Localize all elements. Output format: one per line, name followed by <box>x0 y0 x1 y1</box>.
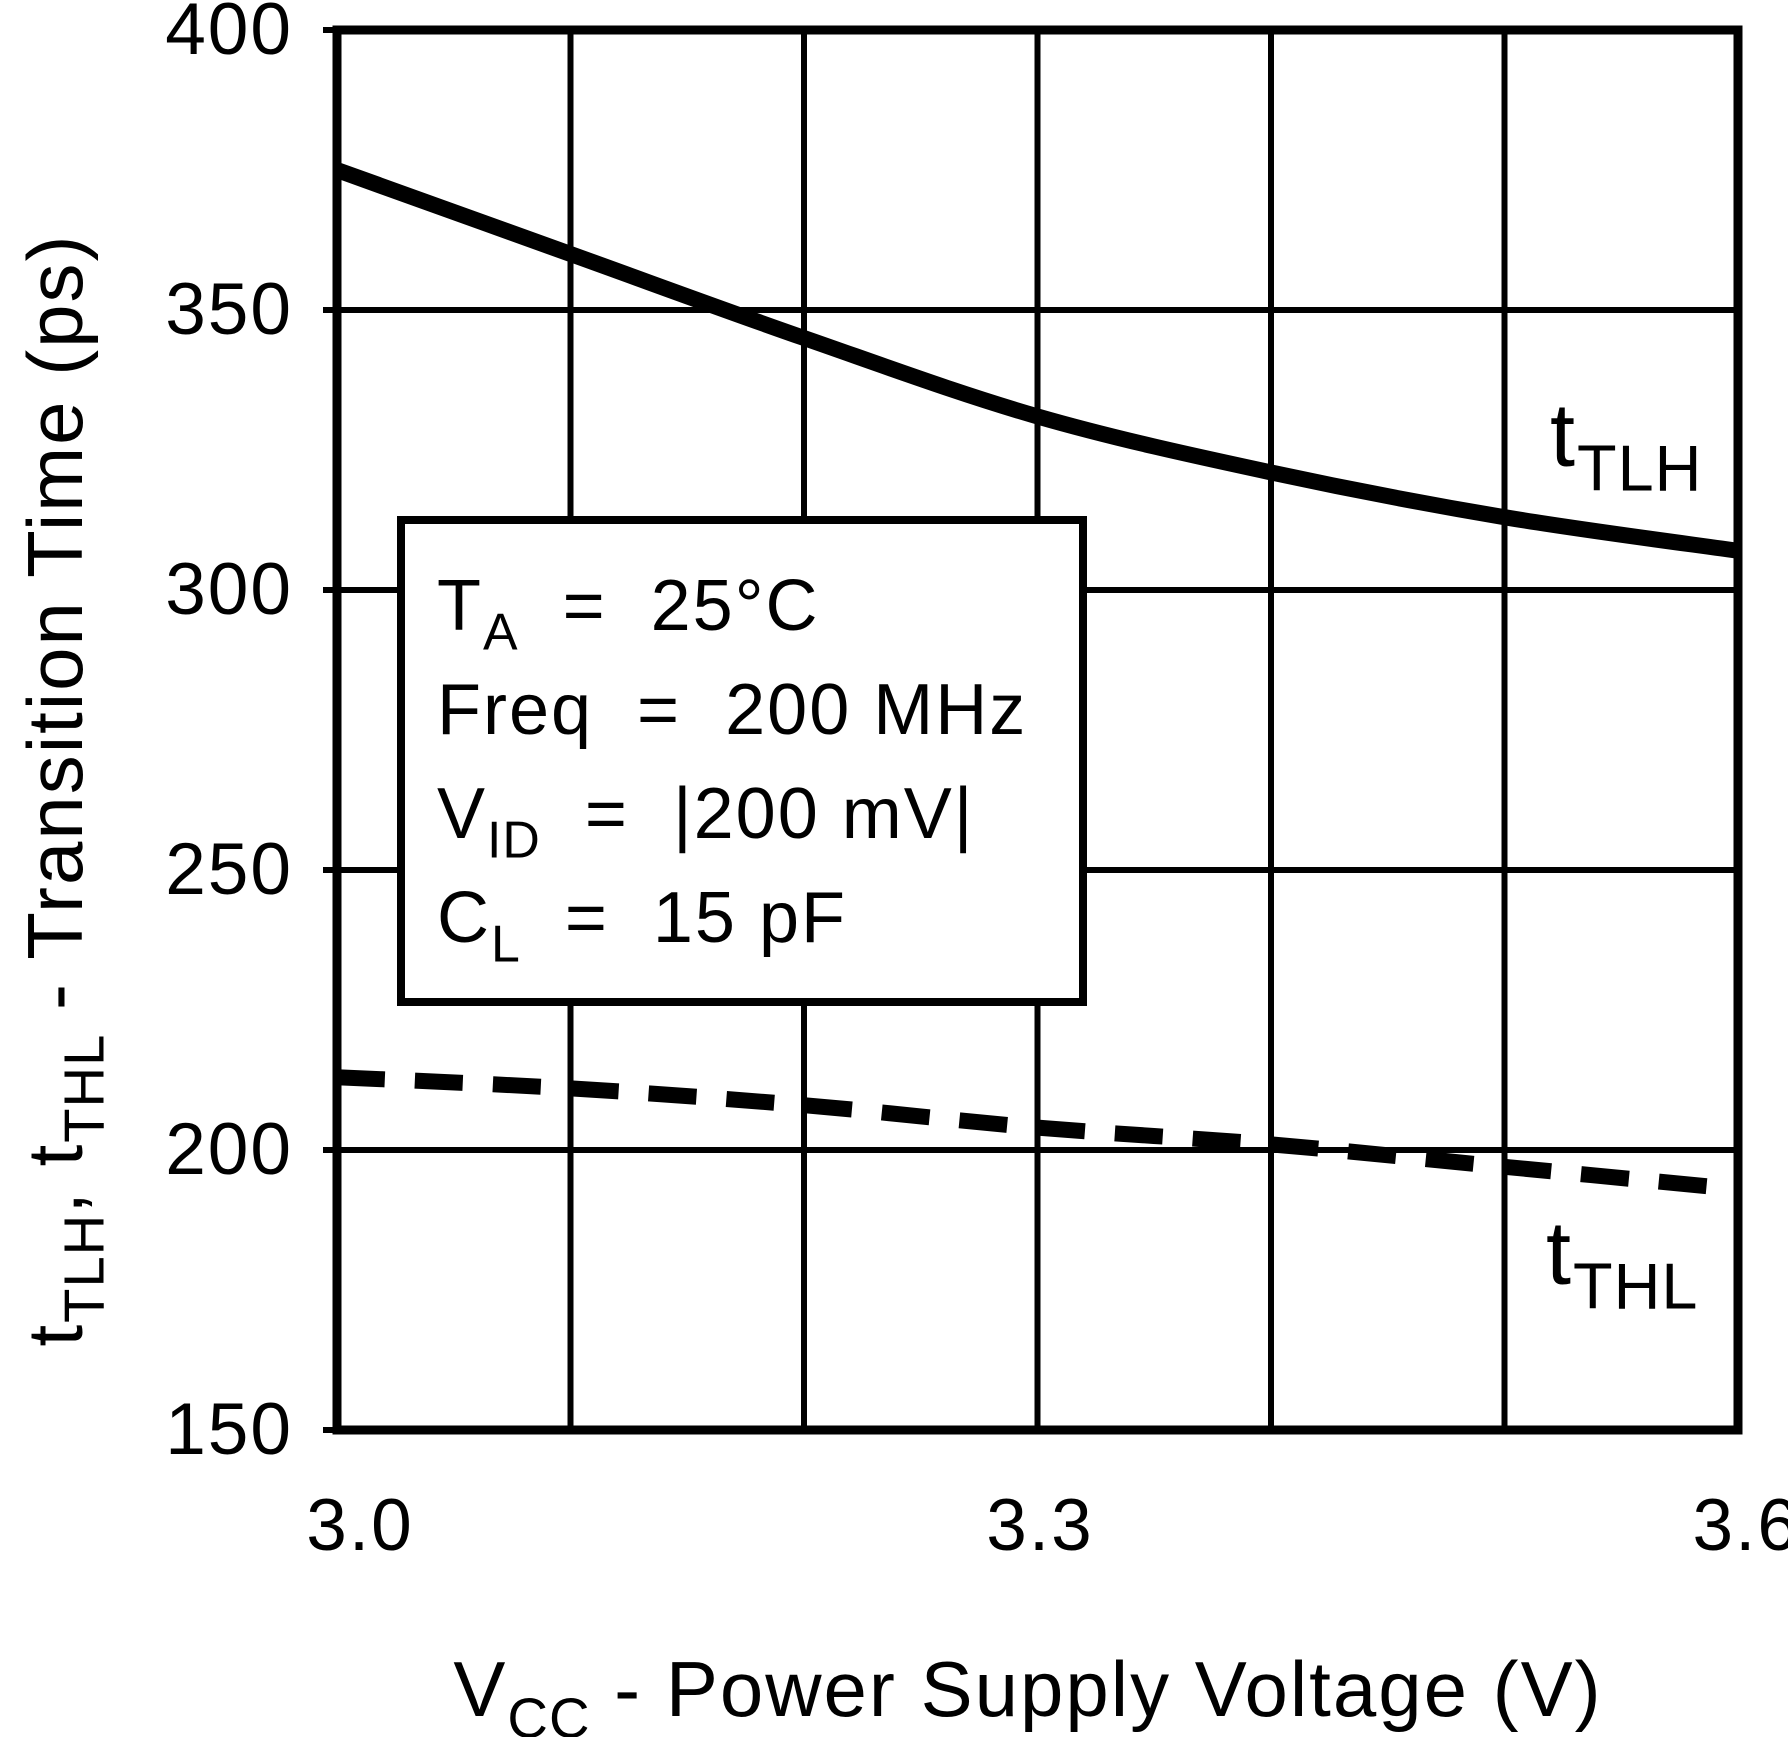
condition-line-freq: Freq = 200 MHz <box>437 670 1028 750</box>
y-tick-150: 150 <box>165 1389 293 1470</box>
plot-frame <box>332 25 1743 1435</box>
y-tick-200: 200 <box>165 1109 293 1190</box>
condition-line-vid: VID = |200 mV| <box>437 774 975 869</box>
y-tick-400: 400 <box>165 0 293 70</box>
curve-ttlh <box>334 162 1740 559</box>
x-tick-3.3: 3.3 <box>986 1485 1094 1566</box>
condition-line-cl: CL = 15 pF <box>437 878 848 973</box>
x-tick-3.6: 3.6 <box>1692 1485 1788 1566</box>
y-tick-300: 300 <box>165 549 293 630</box>
curve-label-ttlh: tTLH <box>1550 386 1703 505</box>
x-tick-3.0: 3.0 <box>306 1485 414 1566</box>
y-tick-250: 250 <box>165 829 293 910</box>
condition-line-ta: TA = 25°C <box>437 566 820 661</box>
y-axis-title: tTLH, tTHL - Transition Time (ps) <box>11 233 116 1347</box>
y-tick-350: 350 <box>165 269 293 350</box>
curve-tthl <box>336 1069 1739 1198</box>
conditions-box: TA = 25°C Freq = 200 MHz VID = |200 mV| … <box>397 516 1087 1006</box>
x-axis-title: VCC - Power Supply Voltage (V) <box>453 1645 1603 1737</box>
curve-label-tthl: tTHL <box>1546 1204 1699 1323</box>
